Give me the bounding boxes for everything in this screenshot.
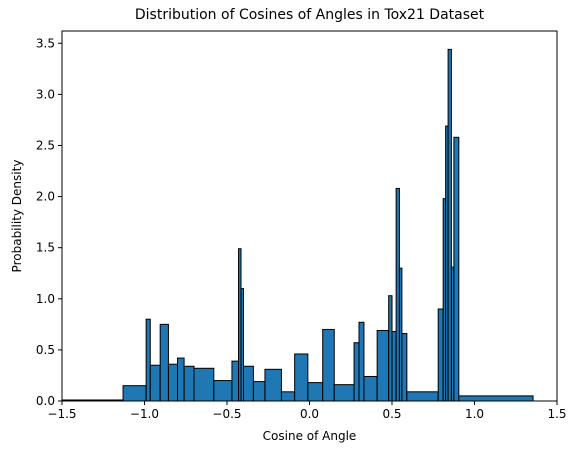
histogram-bar-17 <box>294 353 309 402</box>
histogram-bars <box>61 48 534 402</box>
histogram-bar-16 <box>280 391 296 402</box>
x-tick-label-0: −1.5 <box>47 407 76 421</box>
histogram-bar-3 <box>149 364 161 402</box>
plot-frame <box>61 30 558 402</box>
histogram-bar-36 <box>453 136 460 402</box>
x-tick-label-4: 0.5 <box>382 407 401 421</box>
histogram-bar-15 <box>264 368 282 402</box>
histogram-bar-10 <box>231 360 240 402</box>
histogram-bar-20 <box>333 384 355 402</box>
histogram-bar-26 <box>391 331 397 402</box>
chart-title: Distribution of Cosines of Angles in Tox… <box>135 7 485 23</box>
histogram-bar-30 <box>406 391 439 402</box>
y-axis-label: Probability Density <box>10 160 24 273</box>
y-tick-label-2: 1.0 <box>36 292 55 306</box>
histogram-bar-4 <box>159 323 169 402</box>
histogram-bar-18 <box>307 382 324 402</box>
histogram-bar-22 <box>358 321 365 402</box>
histogram-bar-31 <box>437 308 444 402</box>
y-tick-label-6: 3.0 <box>36 87 55 101</box>
histogram-bar-9 <box>213 380 233 402</box>
y-tick-label-1: 0.5 <box>36 343 55 357</box>
x-tick-label-3: 0.0 <box>300 407 319 421</box>
histogram-bar-27 <box>395 187 400 402</box>
y-tick-label-3: 1.5 <box>36 241 55 255</box>
y-tick-label-7: 3.5 <box>36 36 55 50</box>
histogram-bar-37 <box>458 395 534 402</box>
x-axis: −1.5 −1.0 −0.5 0.0 0.5 1.0 1.5 <box>47 401 567 421</box>
histogram-bar-2 <box>145 318 151 402</box>
histogram-bar-7 <box>183 365 195 402</box>
histogram-bar-19 <box>322 328 335 402</box>
y-axis: 0.0 0.5 1.0 1.5 2.0 2.5 3.0 3.5 <box>36 36 62 408</box>
histogram-bar-21 <box>353 342 360 402</box>
x-tick-label-2: −0.5 <box>212 407 241 421</box>
histogram-bar-29 <box>401 333 408 402</box>
histogram-bar-23 <box>363 375 378 402</box>
x-tick-label-6: 1.5 <box>547 407 566 421</box>
y-tick-label-0: 0.0 <box>36 394 55 408</box>
x-axis-label: Cosine of Angle <box>263 429 357 443</box>
histogram-bar-24 <box>376 329 390 402</box>
x-tick-label-1: −1.0 <box>130 407 159 421</box>
histogram-bar-5 <box>167 363 178 402</box>
histogram-bar-13 <box>243 365 254 402</box>
histogram-bar-8 <box>193 367 215 402</box>
histogram-bar-6 <box>177 357 185 402</box>
histogram-bar-1 <box>122 385 147 402</box>
x-tick-label-5: 1.0 <box>465 407 484 421</box>
histogram-bar-14 <box>252 381 266 402</box>
y-tick-label-4: 2.0 <box>36 190 55 204</box>
y-tick-label-5: 2.5 <box>36 138 55 152</box>
